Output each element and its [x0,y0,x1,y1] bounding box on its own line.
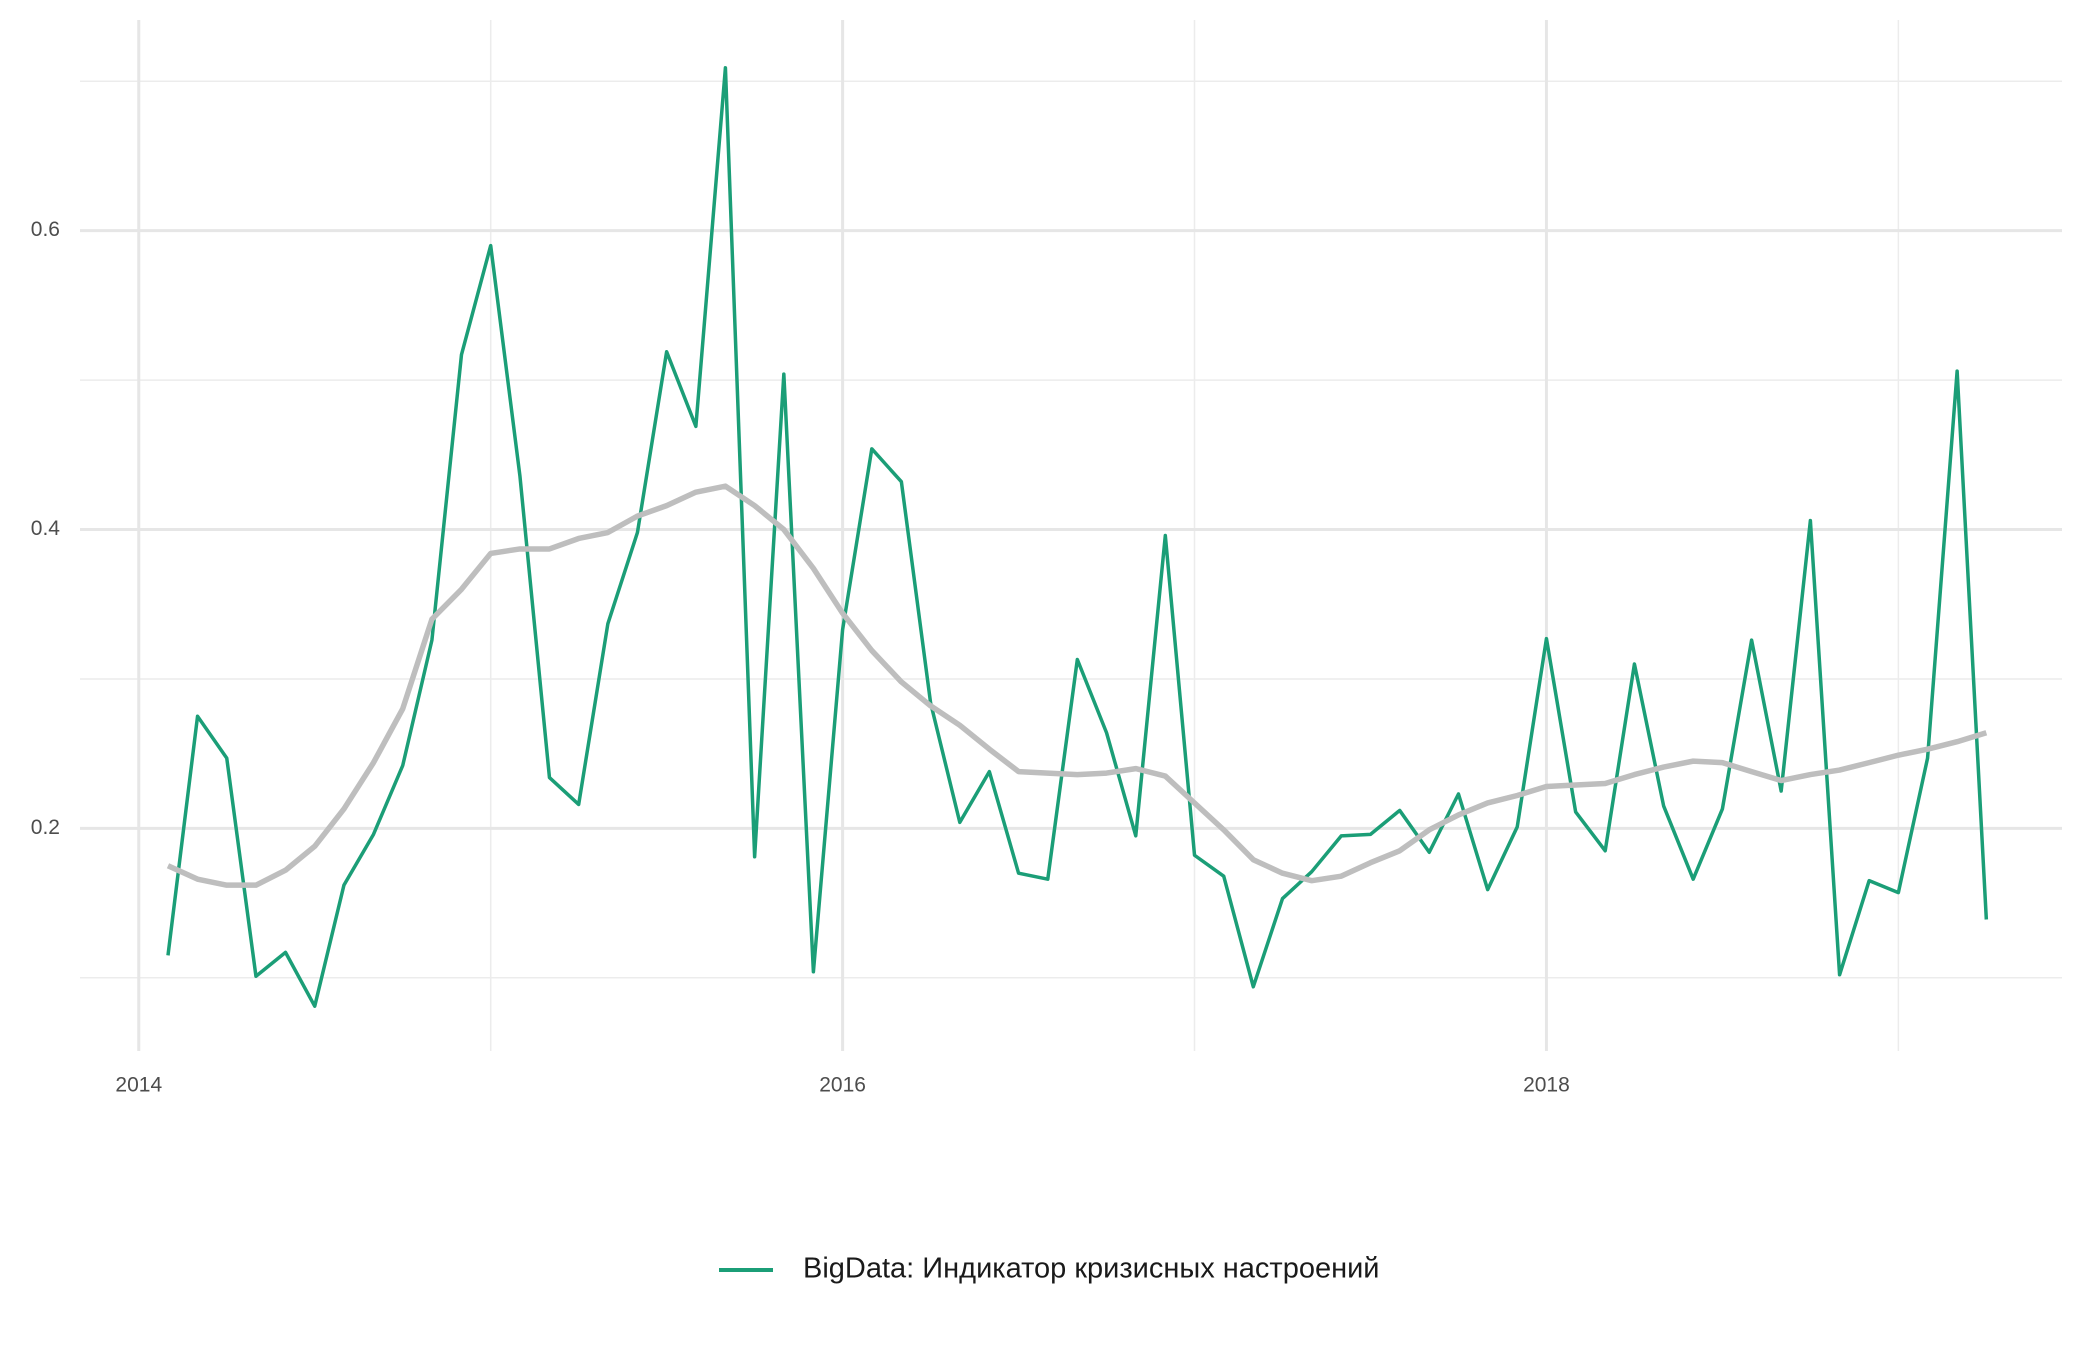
legend-label: BigData: Индикатор кризисных настроений [803,1253,1380,1285]
trend-line [166,483,1988,888]
y-tick-label: 0.2 [31,816,60,839]
data-line [166,66,1989,1008]
y-tick-label: 0.4 [31,517,61,540]
y-tick-label: 0.6 [31,218,60,241]
x-tick-label: 2016 [819,1074,866,1097]
x-tick-label: 2018 [1523,1074,1570,1097]
x-tick-label: 2014 [115,1074,162,1097]
